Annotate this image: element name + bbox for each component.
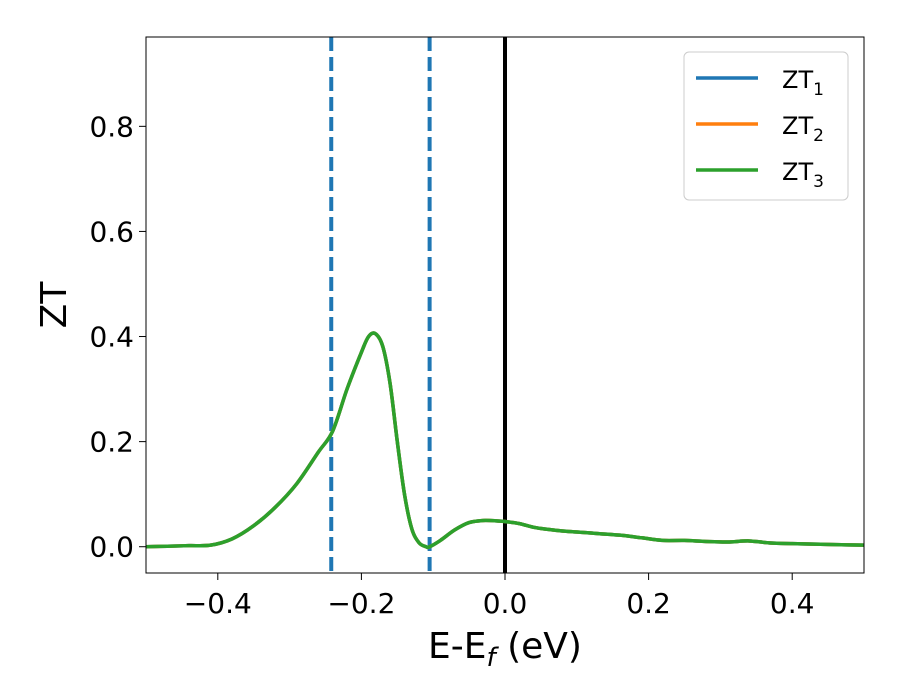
y-axis-label: ZT: [34, 281, 75, 329]
x-axis-label: E-Ef (eV): [428, 626, 582, 673]
y-tick-label: 0.4: [89, 321, 134, 354]
plot-area: [145, 37, 865, 573]
x-tick-label: −0.2: [327, 587, 395, 620]
x-axis-label-suffix: (eV): [496, 626, 582, 667]
x-axis-label-main: E-E: [428, 626, 486, 667]
x-tick-label: 0.4: [770, 587, 815, 620]
y-tick-label: 0.6: [89, 215, 134, 248]
y-tick-label: 0.0: [89, 531, 134, 564]
legend: ZT1 ZT2 ZT3: [683, 51, 849, 201]
x-tick-label: 0.2: [626, 587, 671, 620]
y-tick-label: 0.8: [89, 110, 134, 143]
x-tick-label: −0.4: [184, 587, 252, 620]
legend-label-zt3: ZT3: [782, 158, 824, 192]
legend-box: [683, 51, 849, 201]
legend-label-zt2: ZT2: [782, 112, 824, 146]
series-line-zt3: [145, 331, 865, 550]
x-tick-label: 0.0: [483, 587, 528, 620]
y-tick-label: 0.2: [89, 426, 134, 459]
legend-label-zt1: ZT1: [782, 66, 824, 100]
ticks: −0.4 −0.2 0.0 0.2 0.4 0.0 0.2 0.4 0.6 0.8: [89, 110, 814, 620]
